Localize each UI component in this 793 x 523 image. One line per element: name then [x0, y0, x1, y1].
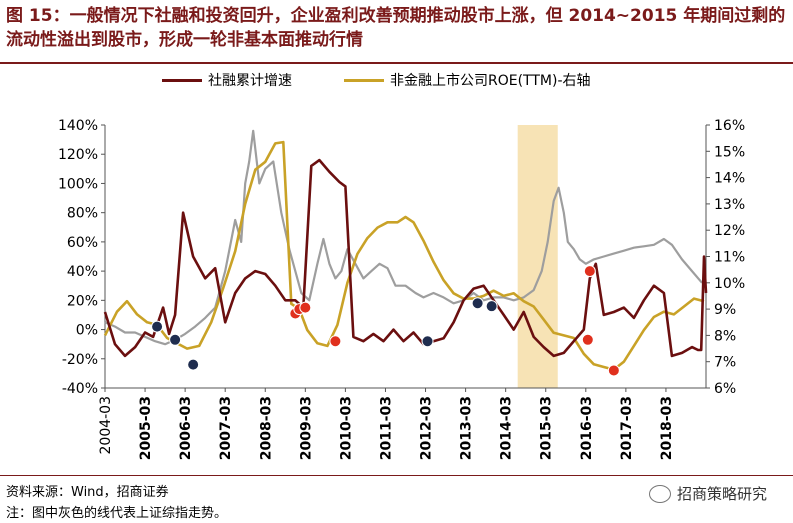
marker-dot [329, 335, 342, 348]
title-rule [0, 62, 793, 64]
x-tick-label: 2006-03 [178, 396, 194, 460]
shaded-region [517, 125, 558, 388]
legend-label-social-financing: 社融累计增速 [208, 73, 292, 89]
marker-dot [583, 265, 596, 278]
y-left-tick-label: 20% [67, 293, 98, 309]
x-tick-label: 2014-03 [499, 396, 515, 460]
x-tick-label: 2011-03 [378, 396, 394, 460]
x-tick-label: 2012-03 [419, 396, 435, 460]
y-right-tick-label: 9% [714, 302, 736, 318]
y-left-tick-label: 60% [67, 235, 98, 251]
marker-dot [151, 320, 164, 333]
x-tick-label: 2009-03 [298, 396, 314, 460]
y-left-tick-label: -20% [62, 352, 98, 368]
x-tick-label: 2008-03 [258, 396, 274, 460]
series-line-sse-index [104, 129, 703, 346]
marker-dot [485, 300, 498, 313]
marker-dot [299, 301, 312, 314]
marker-dot [607, 364, 620, 377]
y-right-tick-label: 13% [714, 197, 745, 213]
x-tick-label: 2007-03 [218, 396, 234, 460]
series-line-roe [103, 140, 705, 371]
marker-dot [169, 333, 182, 346]
x-tick-label: 2015-03 [539, 396, 555, 460]
marker-dot [421, 335, 434, 348]
y-right-tick-label: 10% [714, 276, 745, 292]
y-right-tick-label: 16% [714, 118, 745, 134]
y-right-tick-label: 12% [714, 223, 745, 239]
y-right-tick-label: 15% [714, 144, 745, 160]
source-text: 资料来源：Wind，招商证券 [6, 485, 169, 500]
x-tick-label: 2010-03 [338, 396, 354, 460]
figure-title: 图 15：一般情况下社融和投资回升，企业盈利改善预期推动股市上涨，但 2014~… [6, 6, 786, 50]
x-tick-label: 2018-03 [659, 396, 675, 460]
x-tick-label: 2005-03 [138, 396, 154, 460]
wechat-icon [648, 484, 671, 503]
note-text: 注：图中灰色的线代表上证综指走势。 [6, 506, 228, 521]
y-left-tick-label: 40% [67, 264, 98, 280]
chart-legend: 社融累计增速 非金融上市公司ROE(TTM)-右轴 [0, 70, 793, 92]
y-left-tick-label: 100% [58, 176, 98, 192]
x-tick-label: 2013-03 [459, 396, 475, 460]
footer-rule [0, 475, 793, 476]
x-tick-label: 2016-03 [579, 396, 595, 460]
legend-swatch-social-financing [162, 78, 202, 82]
y-left-tick-label: 80% [67, 206, 98, 222]
legend-item-roe: 非金融上市公司ROE(TTM)-右轴 [344, 70, 591, 90]
legend-label-roe: 非金融上市公司ROE(TTM)-右轴 [390, 73, 591, 89]
y-right-tick-label: 7% [714, 355, 736, 371]
y-right-tick-label: 11% [714, 250, 745, 266]
x-tick-label: 2017-03 [619, 396, 635, 460]
series-line-social-financing [103, 158, 708, 358]
x-tick-label: 2004-03 [98, 396, 114, 455]
brand-logo: 招商策略研究 [648, 483, 767, 504]
y-right-tick-label: 14% [714, 171, 745, 187]
marker-dot [471, 297, 484, 310]
y-left-tick-label: -40% [62, 381, 98, 397]
y-left-tick-label: 120% [58, 147, 98, 163]
y-right-tick-label: 8% [714, 328, 736, 344]
brand-name: 招商策略研究 [676, 485, 767, 503]
y-left-tick-label: 140% [58, 118, 98, 134]
legend-item-social-financing: 社融累计增速 [162, 70, 292, 90]
marker-dot [187, 358, 200, 371]
y-right-tick-label: 6% [714, 381, 736, 397]
legend-swatch-roe [344, 78, 384, 82]
marker-dot [581, 333, 594, 346]
y-left-tick-label: 0% [76, 323, 98, 339]
